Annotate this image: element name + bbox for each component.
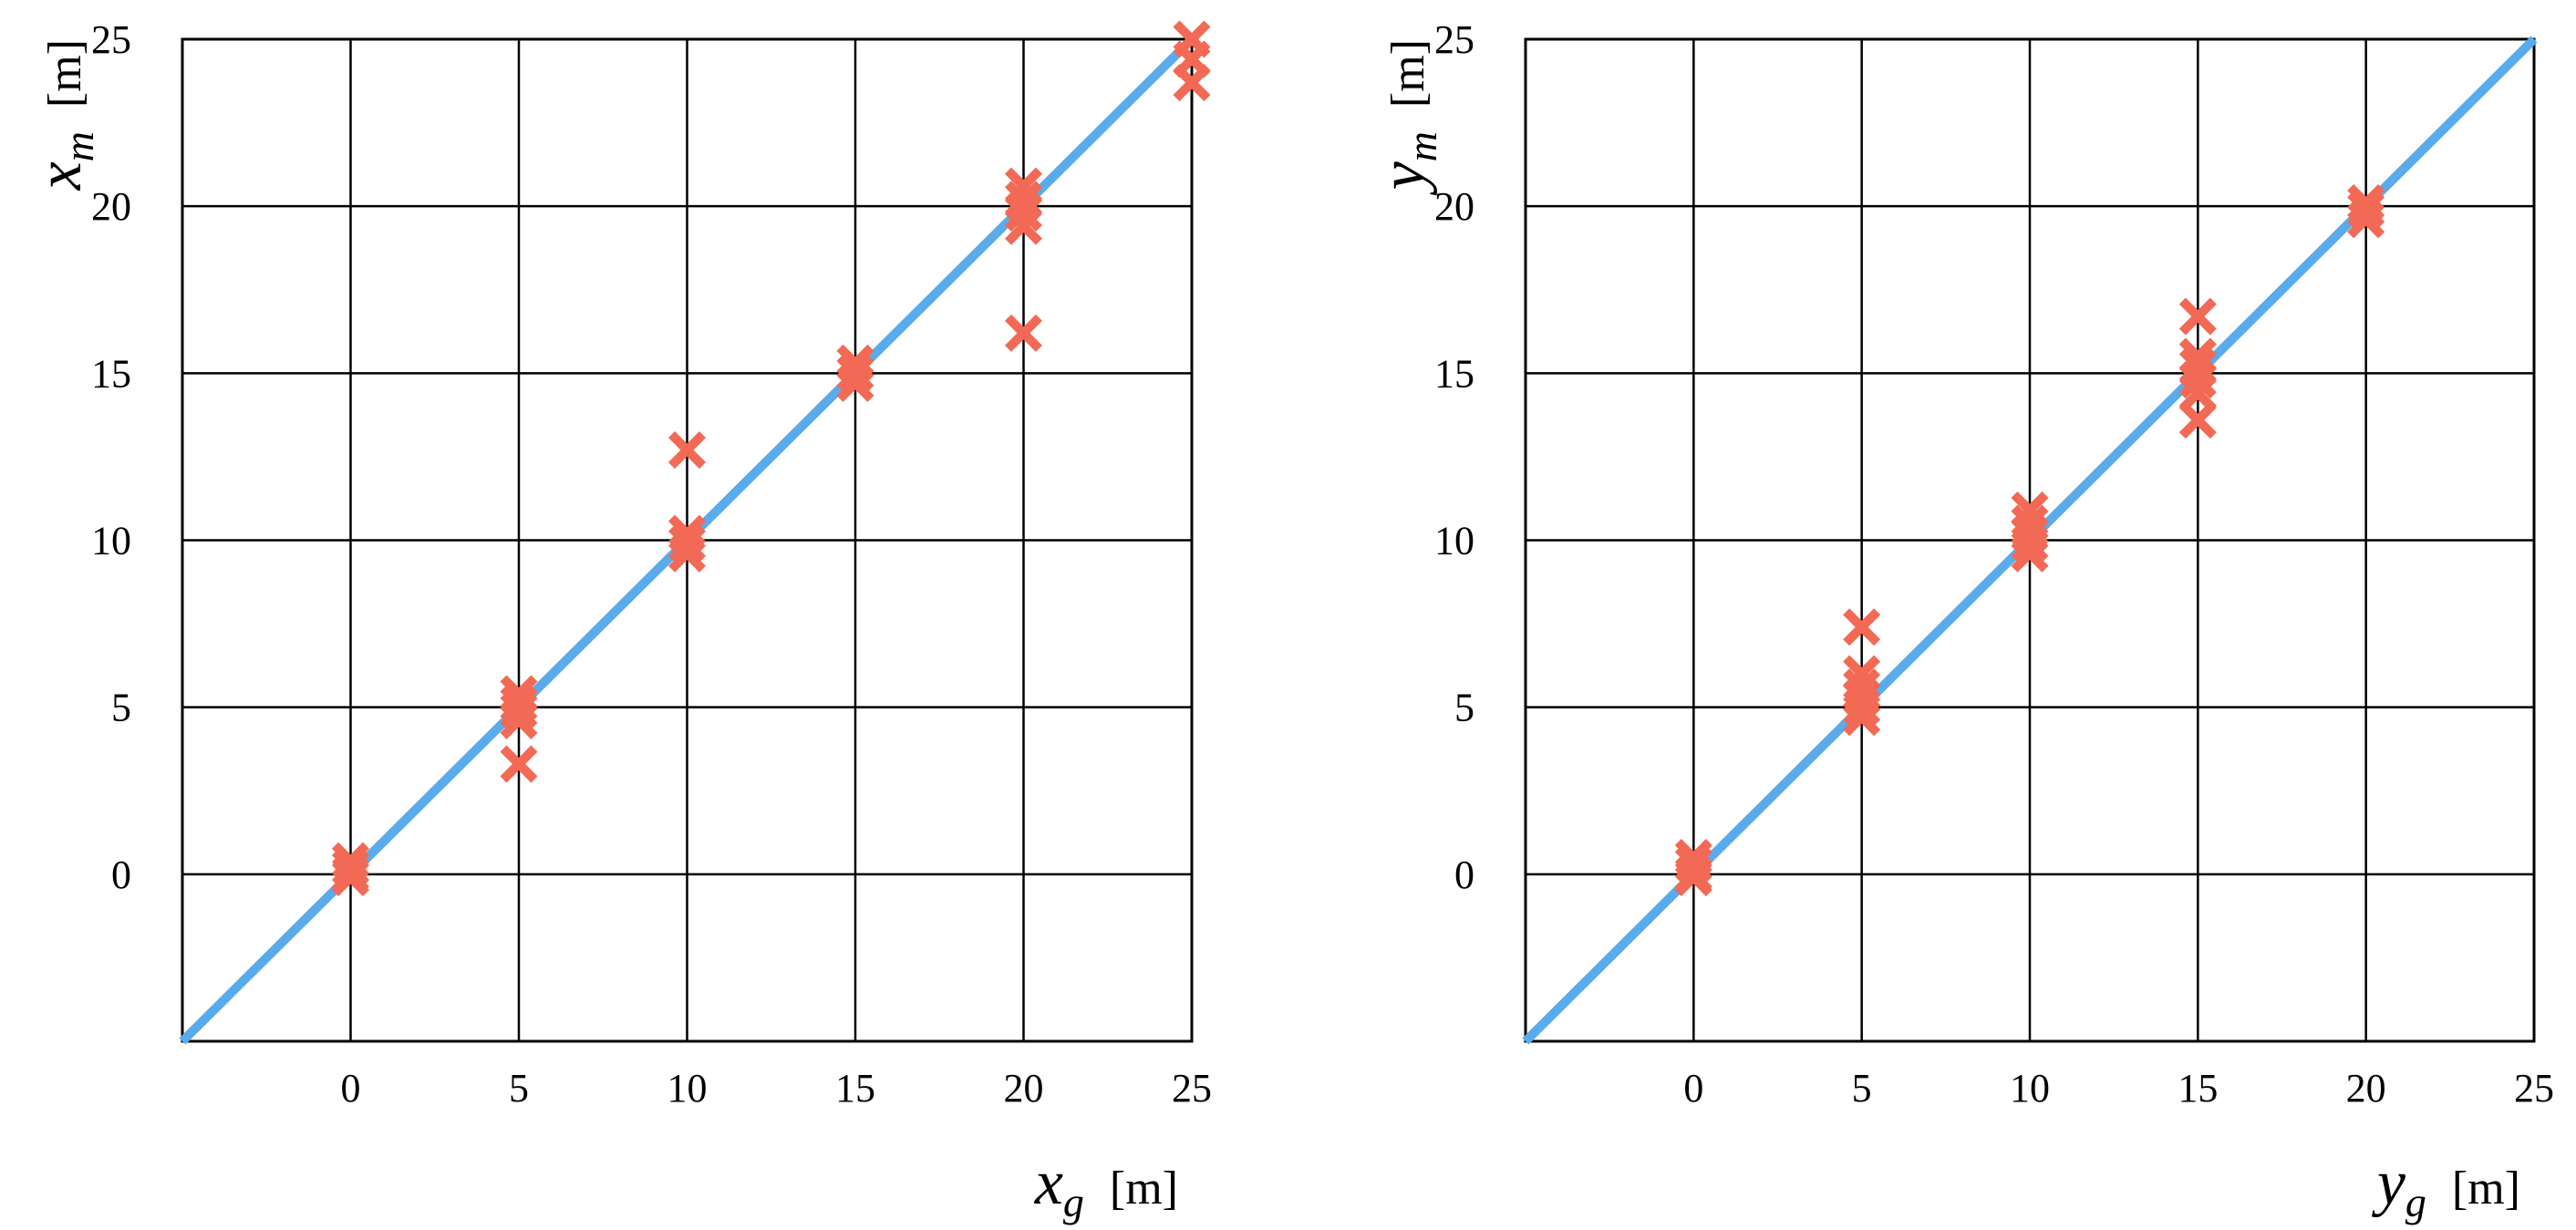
y-tick-label: 15 [91, 351, 131, 396]
data-point-stroke [2178, 347, 2217, 386]
data-point-stroke [2178, 297, 2217, 336]
data-point [667, 431, 707, 470]
data-point [1843, 655, 1881, 693]
x-tick-label: 0 [1683, 1066, 1703, 1111]
y-tick-label: 15 [1434, 351, 1474, 396]
data-point-stroke [2347, 183, 2385, 222]
data-point [500, 745, 538, 783]
data-point-stroke [1004, 167, 1043, 205]
y-tick-label: 25 [1434, 17, 1474, 62]
data-point [667, 514, 707, 553]
x-tick-label: 5 [509, 1066, 529, 1111]
data-point-stroke [1004, 314, 1043, 352]
y-axis-label: ym [m] [1368, 39, 1445, 195]
data-point [2178, 337, 2217, 376]
plot-frame [1524, 37, 2536, 1043]
y-tick-label: 25 [91, 17, 131, 62]
y-axis-label-unit: [m] [1382, 39, 1434, 108]
y-axis-label-sub: m [56, 131, 102, 161]
x-tick-label: 10 [667, 1066, 708, 1111]
data-point-stroke [1173, 20, 1211, 58]
y-tick-label: 20 [91, 184, 131, 229]
y-tick-label: 10 [91, 519, 131, 563]
data-point [331, 848, 370, 887]
data-point-stroke [1843, 655, 1881, 693]
data-point [1843, 608, 1881, 646]
data-point-stroke [1843, 608, 1881, 646]
data-point-stroke [331, 858, 370, 897]
data-point [1674, 845, 1712, 884]
y-axis-label-var: x [25, 161, 95, 191]
data-point [2178, 347, 2217, 386]
data-point-stroke [500, 745, 538, 783]
y-axis-label: xm [m] [25, 39, 102, 191]
x-tick-label: 0 [341, 1066, 361, 1111]
data-point [2347, 183, 2385, 222]
x-tick-label: 15 [835, 1066, 875, 1111]
data-point [1004, 181, 1043, 219]
data-point [836, 344, 874, 382]
y-tick-label: 0 [1454, 853, 1474, 897]
data-point [331, 858, 370, 897]
x-tick-label: 10 [2010, 1066, 2050, 1111]
x-tick-label: 15 [2178, 1066, 2218, 1111]
y-axis-label-sub: m [1399, 131, 1445, 161]
data-point-stroke [331, 848, 370, 887]
x-axis-label-var: y [2372, 1148, 2406, 1218]
data-point [1674, 858, 1712, 897]
data-point [2178, 297, 2217, 336]
x-axis-label-var: x [1034, 1148, 1063, 1218]
x-tick-label: 25 [2514, 1066, 2554, 1111]
y-tick-label: 20 [1434, 184, 1474, 229]
data-point [1004, 314, 1043, 352]
data-point-stroke [500, 685, 538, 723]
data-point [1004, 167, 1043, 205]
plot-frame [181, 37, 1194, 1043]
data-point [1843, 668, 1881, 707]
data-point-stroke [2347, 191, 2385, 229]
data-point-stroke [2178, 337, 2217, 376]
data-point [500, 675, 538, 713]
x-axis-label: yg [m] [2372, 1148, 2520, 1225]
x-axis-label-sub: g [2405, 1179, 2426, 1225]
data-point-stroke [500, 675, 538, 713]
data-point-stroke [667, 524, 707, 563]
data-point [836, 354, 874, 392]
x-axis-label: xg [m] [1034, 1148, 1178, 1225]
x-axis-label-unit: [m] [1110, 1163, 1178, 1214]
x-axis-label-unit: [m] [2452, 1163, 2520, 1214]
data-point-stroke [1843, 668, 1881, 707]
data-point-stroke [667, 514, 707, 553]
y-tick-label: 0 [111, 853, 131, 897]
data-point [1173, 20, 1211, 58]
y-tick-label: 10 [1434, 519, 1474, 563]
data-point-stroke [1674, 845, 1712, 884]
data-point [2347, 191, 2385, 229]
x-tick-label: 20 [1004, 1066, 1044, 1111]
data-point-stroke [836, 354, 874, 392]
y-axis-label-unit: [m] [39, 39, 91, 108]
x-tick-label: 25 [1172, 1066, 1212, 1111]
x-tick-label: 20 [2346, 1066, 2386, 1111]
data-point-stroke [2011, 491, 2049, 530]
data-point-stroke [836, 344, 874, 382]
x-tick-label: 5 [1852, 1066, 1872, 1111]
data-point [2011, 491, 2049, 530]
y-tick-label: 5 [1454, 686, 1474, 730]
data-point-stroke [2011, 504, 2049, 543]
y-axis-label-var: y [1368, 160, 1438, 195]
data-point [500, 685, 538, 723]
data-point [667, 524, 707, 563]
data-point-stroke [667, 431, 707, 470]
data-point [2011, 504, 2049, 543]
data-point-stroke [1674, 858, 1712, 897]
x-axis-label-sub: g [1063, 1179, 1084, 1225]
data-point-stroke [1004, 181, 1043, 219]
y-tick-label: 5 [111, 686, 131, 730]
